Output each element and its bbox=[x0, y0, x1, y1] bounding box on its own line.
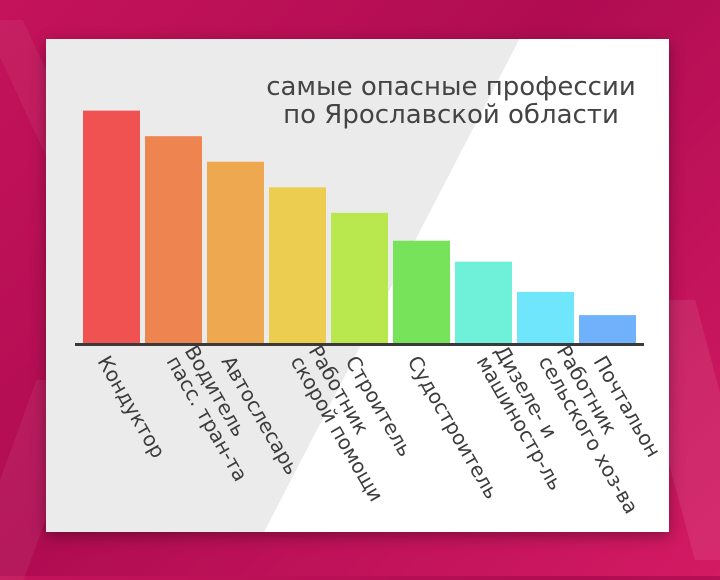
bar bbox=[207, 161, 264, 343]
chart-title: самые опасные профессии по Ярославской о… bbox=[241, 73, 661, 129]
bar bbox=[517, 291, 574, 343]
bar bbox=[145, 136, 202, 343]
chart-title-line-1: самые опасные профессии bbox=[266, 72, 636, 102]
bar bbox=[455, 261, 512, 343]
bar bbox=[579, 315, 636, 343]
bar bbox=[83, 110, 140, 343]
bar bbox=[331, 212, 388, 343]
category-label: Кондуктор bbox=[93, 352, 171, 463]
bar bbox=[393, 240, 450, 343]
bar-chart: Кондуктор Водительпасс. тран-таАвтослесар… bbox=[75, 110, 666, 518]
category-label-line: Кондуктор bbox=[93, 352, 171, 463]
chart-title-line-2: по Ярославской области bbox=[283, 100, 619, 130]
chart-card: Кондуктор Водительпасс. тран-та Автослесар… bbox=[46, 39, 669, 532]
bar bbox=[269, 187, 326, 343]
